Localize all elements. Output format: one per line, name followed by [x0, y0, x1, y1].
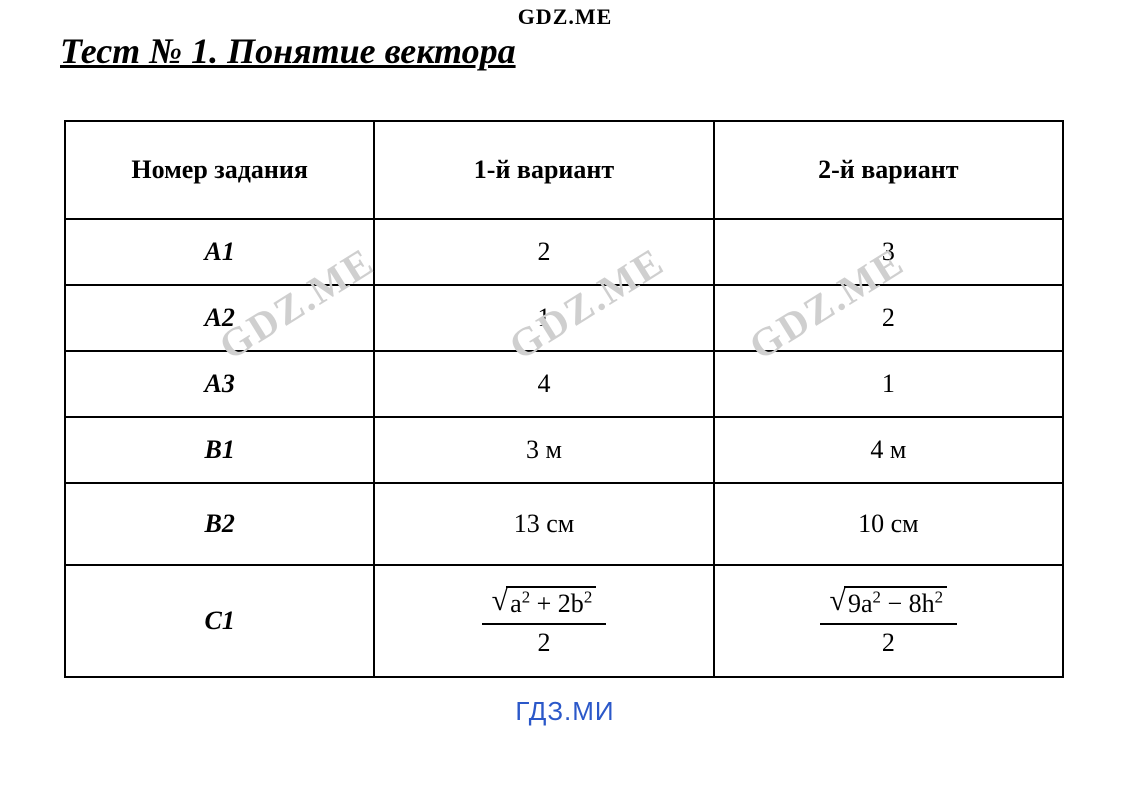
table-row: А2 1 2 [65, 285, 1063, 351]
denominator: 2 [482, 625, 607, 658]
fraction: √ a2 + 2b2 2 [482, 584, 607, 658]
cell-v2: 4 м [714, 417, 1063, 483]
table-header-row: Номер задания 1-й вариант 2-й вариант [65, 121, 1063, 219]
col-header-variant1: 1-й вариант [374, 121, 713, 219]
table-row: А1 2 3 [65, 219, 1063, 285]
radicand: 9a2 − 8h2 [844, 586, 947, 619]
sqrt: √ 9a2 − 8h2 [830, 586, 948, 619]
cell-v2: 1 [714, 351, 1063, 417]
table-row: В2 13 см 10 см [65, 483, 1063, 565]
cell-v2: 2 [714, 285, 1063, 351]
table-row: А3 4 1 [65, 351, 1063, 417]
cell-v1: 2 [374, 219, 713, 285]
denominator: 2 [820, 625, 958, 658]
sqrt: √ a2 + 2b2 [492, 586, 597, 619]
bottom-watermark: ГДЗ.МИ [60, 696, 1070, 727]
cell-task: А1 [65, 219, 374, 285]
col-header-task: Номер задания [65, 121, 374, 219]
cell-task: В1 [65, 417, 374, 483]
cell-v1: 3 м [374, 417, 713, 483]
top-watermark: GDZ.ME [60, 0, 1070, 30]
cell-v2: √ 9a2 − 8h2 2 [714, 565, 1063, 677]
fraction: √ 9a2 − 8h2 2 [820, 584, 958, 658]
page-title: Тест № 1. Понятие вектора [60, 30, 1070, 72]
table-row: В1 3 м 4 м [65, 417, 1063, 483]
cell-task: С1 [65, 565, 374, 677]
col-header-variant2: 2-й вариант [714, 121, 1063, 219]
cell-task: А3 [65, 351, 374, 417]
radicand: a2 + 2b2 [506, 586, 596, 619]
cell-v2: 3 [714, 219, 1063, 285]
cell-v1: 4 [374, 351, 713, 417]
cell-v2: 10 см [714, 483, 1063, 565]
cell-task: В2 [65, 483, 374, 565]
cell-v1: √ a2 + 2b2 2 [374, 565, 713, 677]
table-row: С1 √ a2 + 2b2 2 √ [65, 565, 1063, 677]
cell-task: А2 [65, 285, 374, 351]
cell-v1: 13 см [374, 483, 713, 565]
cell-v1: 1 [374, 285, 713, 351]
answers-table: Номер задания 1-й вариант 2-й вариант А1… [64, 120, 1064, 678]
